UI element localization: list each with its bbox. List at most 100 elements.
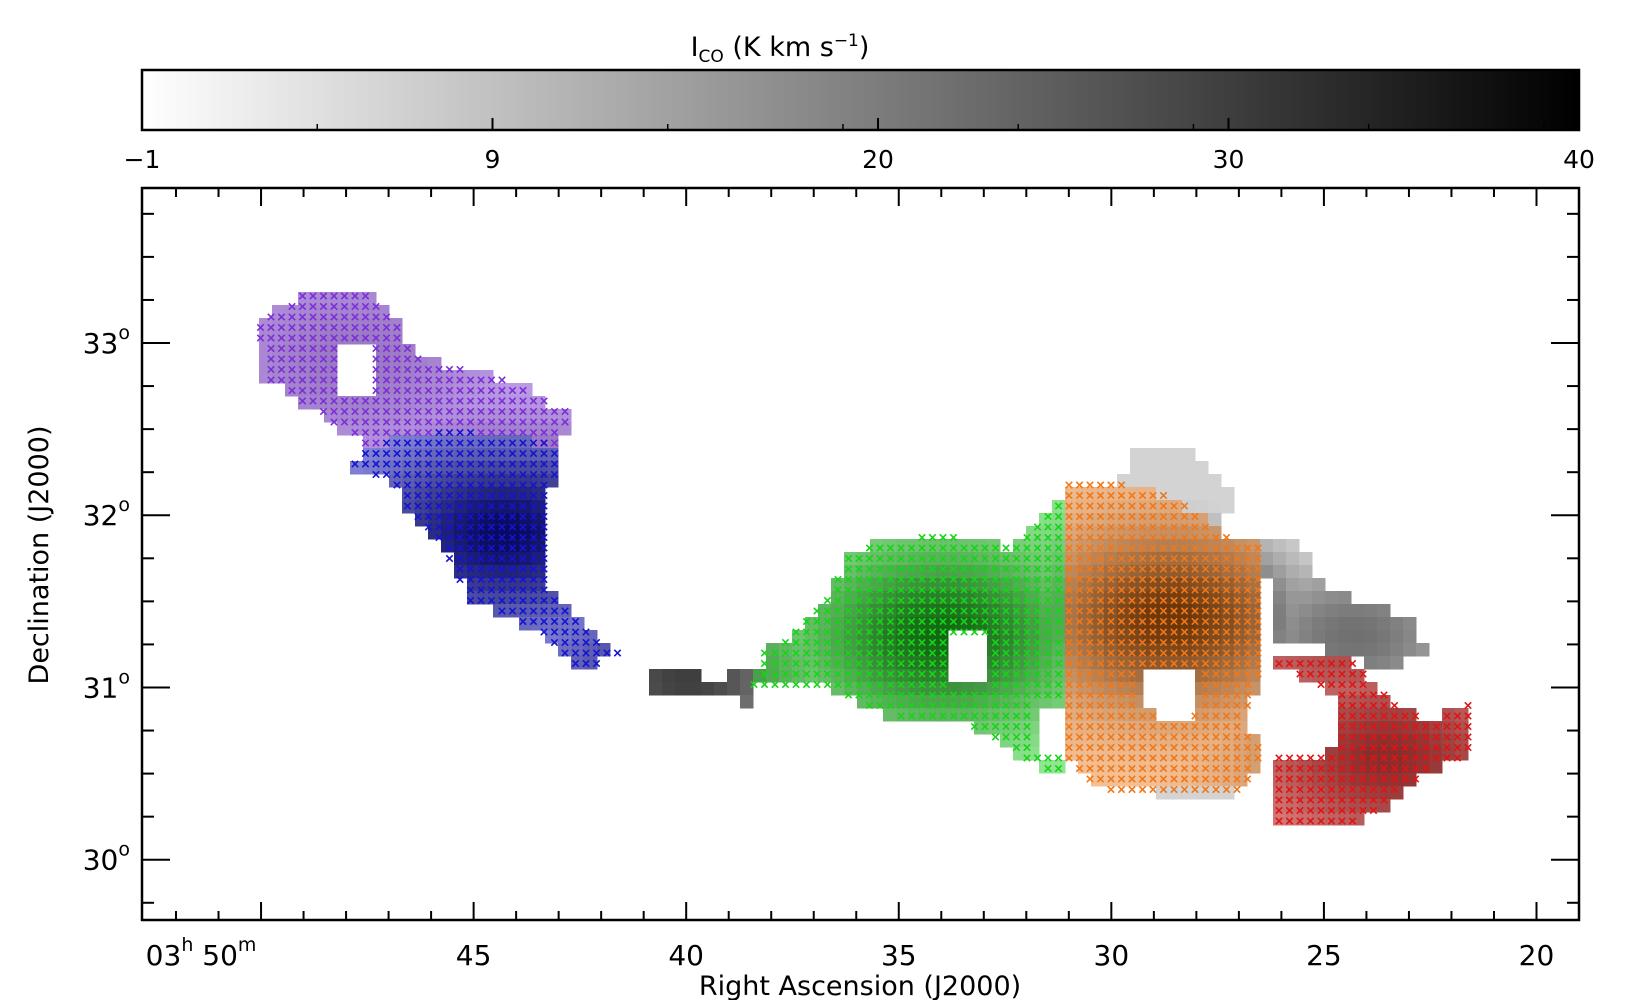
region-marker: [1275, 785, 1283, 794]
region-marker: [1359, 764, 1367, 773]
region-marker: [1233, 733, 1241, 741]
region-marker: [928, 701, 937, 710]
region-marker: [424, 523, 433, 531]
region-marker: [1254, 638, 1262, 647]
y-tick-label: 33o: [83, 322, 130, 360]
map-pixel-tint: [1065, 578, 1079, 592]
map-pixel: [1104, 513, 1118, 527]
region-marker: [876, 575, 884, 584]
map-pixel-tint: [259, 370, 273, 384]
region-marker: [1359, 785, 1367, 794]
map-pixel: [1390, 643, 1404, 657]
region-marker: [1117, 575, 1126, 584]
map-pixel: [1325, 591, 1339, 605]
region-marker: [267, 313, 275, 321]
region-marker: [1107, 712, 1115, 720]
region-marker: [435, 397, 443, 405]
map-pixel: [1364, 604, 1378, 618]
region-marker: [1212, 544, 1220, 552]
map-pixel: [376, 305, 390, 319]
map-pixel-tint: [493, 500, 507, 514]
region-marker: [1096, 764, 1105, 773]
region-marker: [382, 418, 391, 426]
region-marker: [508, 586, 517, 594]
map-pixel-tint: [415, 487, 429, 501]
region-marker: [1212, 575, 1220, 584]
map-pixel-tint: [961, 604, 975, 618]
region-marker: [403, 418, 412, 426]
region-marker: [1348, 743, 1357, 752]
region-marker: [918, 691, 926, 699]
region-marker: [1254, 607, 1262, 615]
region-marker: [1233, 680, 1241, 689]
region-marker: [1012, 565, 1021, 573]
region-marker: [1117, 554, 1126, 563]
region-marker: [1443, 754, 1451, 762]
map-pixel: [961, 708, 975, 722]
region-marker: [1243, 754, 1252, 762]
region-marker: [949, 701, 958, 710]
map-pixel-tint: [779, 643, 793, 657]
region-marker: [949, 617, 958, 626]
region-marker: [1401, 712, 1409, 720]
region-marker: [1117, 502, 1126, 510]
map-pixel-tint: [883, 617, 897, 631]
region-marker: [991, 670, 1000, 678]
map-pixel-tint: [1195, 578, 1209, 592]
region-marker: [1380, 691, 1388, 699]
region-marker: [939, 691, 947, 699]
region-marker: [834, 680, 842, 689]
region-marker: [855, 649, 863, 657]
map-pixel: [831, 682, 845, 696]
region-marker: [435, 439, 443, 447]
map-pixel-tint: [558, 422, 572, 436]
region-marker: [1170, 617, 1178, 626]
region-marker: [1086, 565, 1094, 573]
region-marker: [393, 460, 401, 468]
map-pixel: [1260, 552, 1274, 566]
region-marker: [1327, 806, 1336, 815]
region-marker: [393, 344, 401, 353]
region-marker: [970, 617, 979, 626]
region-marker: [1159, 764, 1168, 773]
region-marker: [487, 512, 496, 521]
map-pixel: [324, 357, 338, 371]
region-marker: [466, 376, 475, 384]
region-marker: [403, 365, 412, 374]
region-marker: [1149, 617, 1157, 626]
region-marker: [823, 607, 832, 615]
map-pixel: [519, 435, 533, 449]
map-pixel: [1403, 630, 1417, 644]
region-marker: [1128, 575, 1136, 584]
region-marker: [1191, 512, 1199, 521]
region-marker: [1149, 733, 1157, 741]
region-marker: [865, 565, 874, 573]
map-pixel-tint: [376, 435, 390, 449]
region-marker: [319, 355, 328, 363]
region-marker: [1075, 575, 1084, 584]
region-marker: [981, 596, 989, 605]
region-marker: [823, 680, 832, 689]
region-marker: [886, 544, 895, 552]
map-pixel: [1299, 786, 1313, 800]
region-marker: [508, 512, 517, 521]
region-marker: [477, 386, 485, 395]
region-marker: [897, 586, 905, 594]
map-pixel: [1130, 643, 1144, 657]
map-pixel-tint: [402, 422, 416, 436]
region-marker: [1128, 638, 1136, 647]
region-marker: [1233, 544, 1241, 552]
map-pixel: [402, 461, 416, 475]
region-marker: [1107, 733, 1115, 741]
y-tick-label: 32o: [83, 494, 130, 532]
region-marker: [477, 470, 485, 479]
map-pixel: [1182, 461, 1196, 475]
region-marker: [487, 575, 496, 584]
region-marker: [1117, 481, 1126, 489]
map-pixel: [1273, 591, 1287, 605]
map-pixel: [1195, 487, 1209, 501]
region-marker: [1128, 607, 1136, 615]
region-marker: [319, 323, 328, 332]
map-pixel: [467, 500, 481, 514]
x-tick-label: 45: [456, 939, 492, 972]
